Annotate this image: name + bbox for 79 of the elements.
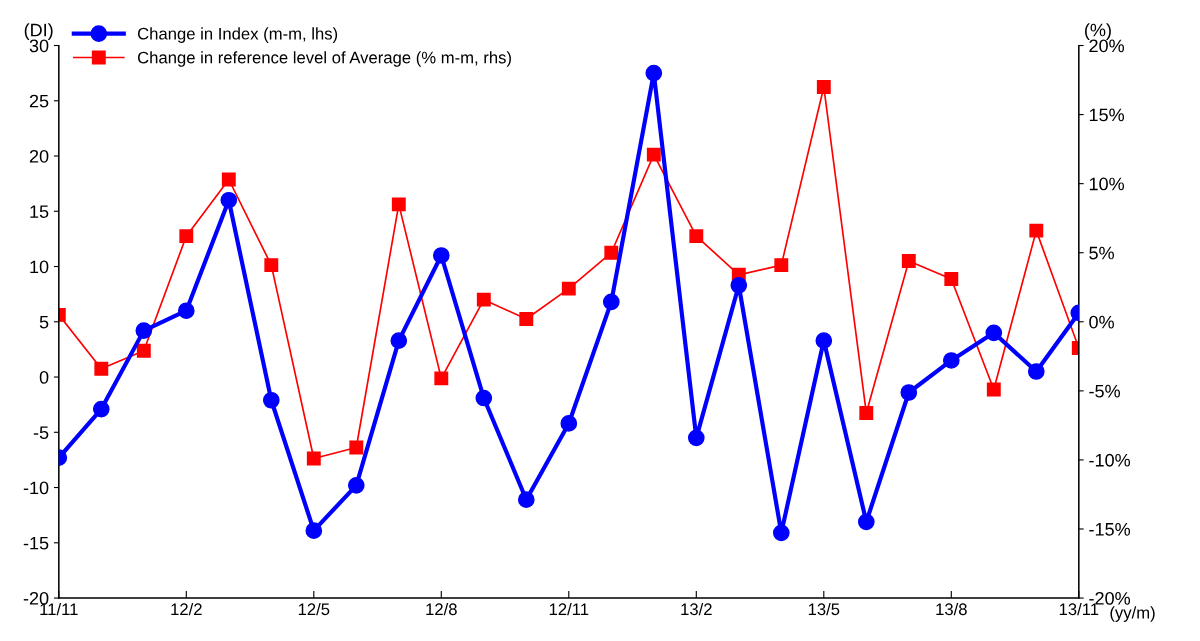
- point: [434, 371, 449, 386]
- y2-tick-label: -5%: [1089, 384, 1120, 398]
- point: [645, 64, 663, 82]
- x-tick-label: 12/2: [171, 602, 202, 616]
- x-axis-title: (yy/m): [1110, 606, 1155, 622]
- y-tick-label: -10: [23, 481, 49, 495]
- y2-tick-label: 0%: [1089, 315, 1114, 329]
- point: [646, 147, 661, 162]
- point: [687, 429, 705, 447]
- point: [220, 191, 238, 209]
- point: [901, 254, 916, 268]
- x-tick-label: 12/8: [426, 602, 457, 616]
- y-tick-label: 20: [29, 149, 49, 163]
- point: [774, 258, 789, 273]
- y2-tick-label: -20%: [1089, 591, 1131, 605]
- y2-tick-label: 5%: [1089, 246, 1114, 260]
- point: [517, 491, 535, 509]
- y2-tick-label: -15%: [1089, 523, 1131, 536]
- point: [349, 440, 364, 455]
- legend-label: Change in Index (m-m, lhs): [137, 27, 338, 43]
- point: [689, 229, 704, 244]
- point: [730, 276, 748, 294]
- point: [390, 332, 408, 349]
- point: [177, 302, 195, 320]
- y-tick-label: -5: [33, 426, 49, 440]
- point: [604, 245, 619, 260]
- x-tick-label: 13/11: [1059, 602, 1099, 616]
- y-tick-label: -15: [23, 536, 49, 550]
- point: [944, 272, 959, 286]
- y2-axis-title: (%): [1085, 23, 1111, 40]
- point: [857, 513, 875, 531]
- point: [264, 258, 279, 273]
- point: [561, 281, 576, 296]
- y-tick-label: -20: [23, 591, 49, 605]
- y2-tick-label: 15%: [1089, 108, 1125, 122]
- x-tick-label: 13/2: [681, 602, 712, 616]
- y2-tick-label: 10%: [1089, 177, 1125, 191]
- point: [305, 522, 323, 539]
- x-tick-label: 12/5: [298, 602, 330, 616]
- x-tick-label: 12/11: [549, 602, 589, 616]
- point: [942, 352, 960, 369]
- x-tick-label: 13/5: [808, 602, 840, 616]
- y-axis-title: (DI): [24, 23, 53, 40]
- point: [1029, 223, 1044, 238]
- point: [135, 322, 153, 339]
- y-tick-label: 30: [29, 39, 49, 53]
- point: [476, 292, 491, 307]
- point: [986, 382, 1001, 397]
- point: [900, 384, 918, 401]
- point: [519, 312, 534, 326]
- point: [772, 524, 790, 542]
- point: [347, 477, 365, 494]
- point: [179, 229, 194, 244]
- point: [262, 391, 280, 409]
- point: [306, 451, 321, 466]
- point: [136, 343, 151, 358]
- point: [432, 247, 450, 264]
- y2-tick-label: -10%: [1089, 453, 1131, 467]
- y2-tick-label: 20%: [1089, 39, 1125, 53]
- y-tick-label: 15: [30, 205, 49, 218]
- point: [602, 293, 620, 311]
- point: [94, 361, 109, 376]
- y-tick-label: 5: [39, 315, 49, 329]
- x-tick-label: 11/11: [40, 602, 78, 616]
- point: [859, 406, 874, 420]
- legend-label: Change in reference level of Average (% m-m, rhs): [137, 51, 511, 67]
- point: [560, 415, 578, 432]
- x-tick-label: 13/8: [936, 602, 967, 616]
- point: [1027, 363, 1045, 380]
- point: [475, 389, 493, 407]
- y-tick-label: 10: [30, 260, 49, 274]
- point: [985, 324, 1003, 342]
- point: [221, 172, 236, 187]
- y-tick-label: 25: [29, 94, 49, 108]
- point: [816, 80, 831, 94]
- y-tick-label: 0: [39, 370, 49, 384]
- point: [815, 332, 833, 349]
- point: [92, 400, 110, 418]
- point: [391, 197, 406, 212]
